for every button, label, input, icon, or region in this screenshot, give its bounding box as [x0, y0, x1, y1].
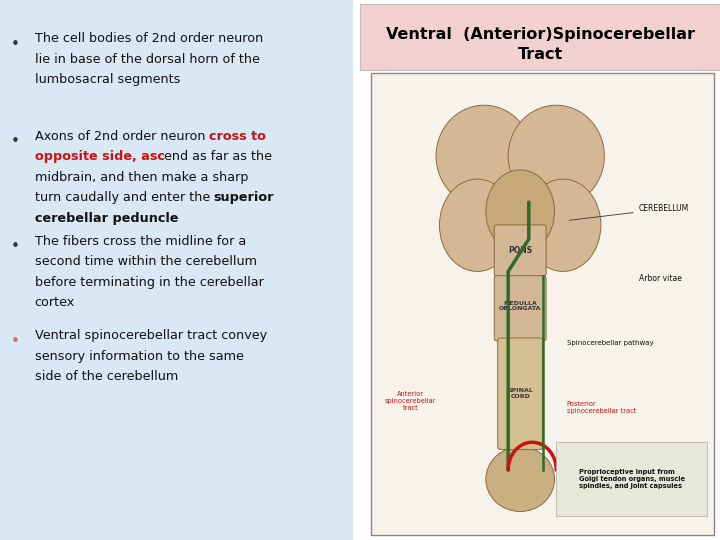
- Ellipse shape: [508, 105, 604, 207]
- Ellipse shape: [526, 179, 601, 272]
- Text: turn caudally and enter the: turn caudally and enter the: [35, 191, 214, 204]
- Text: PONS: PONS: [508, 246, 532, 255]
- Text: The cell bodies of 2nd order neuron: The cell bodies of 2nd order neuron: [35, 32, 263, 45]
- Text: second time within the cerebellum: second time within the cerebellum: [35, 255, 256, 268]
- Text: MEDULLA
OBLONGATA: MEDULLA OBLONGATA: [499, 301, 541, 312]
- Text: Ventral  (Anterior)Spinocerebellar: Ventral (Anterior)Spinocerebellar: [385, 27, 695, 42]
- Ellipse shape: [436, 105, 532, 207]
- Text: Axons of 2nd order neuron: Axons of 2nd order neuron: [35, 130, 209, 143]
- Text: •: •: [11, 37, 19, 51]
- Text: before terminating in the cerebellar: before terminating in the cerebellar: [35, 276, 264, 289]
- Text: Anterior
spinocerebellar
tract: Anterior spinocerebellar tract: [384, 391, 436, 411]
- Text: lie in base of the dorsal horn of the: lie in base of the dorsal horn of the: [35, 53, 259, 66]
- Text: Ventral spinocerebellar tract convey: Ventral spinocerebellar tract convey: [35, 329, 266, 342]
- Text: Spinocerebellar pathway: Spinocerebellar pathway: [567, 340, 653, 346]
- Bar: [0, 0, 353, 540]
- Text: cross to: cross to: [209, 130, 266, 143]
- Text: cortex: cortex: [35, 296, 75, 309]
- FancyBboxPatch shape: [494, 275, 546, 341]
- Text: cerebellar peduncle: cerebellar peduncle: [35, 212, 178, 225]
- Text: Proprioceptive input from
Golgi tendon organs, muscle
spindles, and joint capsul: Proprioceptive input from Golgi tendon o…: [579, 469, 685, 489]
- Text: sensory information to the same: sensory information to the same: [35, 350, 243, 363]
- Text: superior: superior: [214, 191, 274, 204]
- Ellipse shape: [439, 179, 515, 272]
- Text: Tract: Tract: [518, 47, 562, 62]
- Text: opposite side, asc: opposite side, asc: [35, 150, 164, 163]
- Text: CEREBELLUM: CEREBELLUM: [570, 205, 689, 220]
- Text: •: •: [11, 134, 19, 148]
- Ellipse shape: [486, 170, 554, 253]
- FancyBboxPatch shape: [494, 225, 546, 276]
- Ellipse shape: [486, 447, 554, 511]
- FancyBboxPatch shape: [498, 338, 543, 450]
- Bar: [371, 73, 714, 535]
- Text: lumbosacral segments: lumbosacral segments: [35, 73, 180, 86]
- Text: end as far as the: end as far as the: [164, 150, 272, 163]
- Bar: [557, 442, 707, 516]
- Text: side of the cerebellum: side of the cerebellum: [35, 370, 178, 383]
- Bar: [360, 4, 720, 70]
- Text: •: •: [11, 334, 19, 348]
- Text: Posterior
spinocerebellar tract: Posterior spinocerebellar tract: [567, 401, 636, 414]
- Text: The fibers cross the midline for a: The fibers cross the midline for a: [35, 235, 246, 248]
- Text: midbrain, and then make a sharp: midbrain, and then make a sharp: [35, 171, 248, 184]
- Text: SPINAL
CORD: SPINAL CORD: [508, 388, 533, 399]
- Text: •: •: [11, 239, 19, 254]
- Text: Arbor vitae: Arbor vitae: [639, 274, 682, 283]
